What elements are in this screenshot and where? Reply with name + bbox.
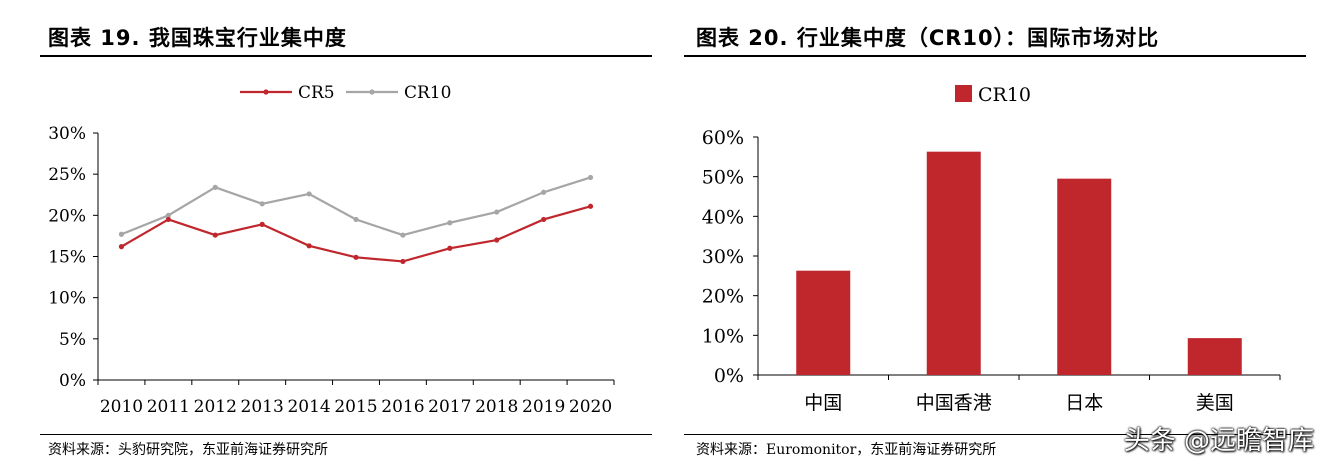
data-point-cr5 <box>400 258 406 265</box>
data-point-cr5 <box>494 237 500 243</box>
right-source-note: 资料来源：Euromonitor，东亚前海证券研究所 <box>696 442 997 458</box>
y-tick-label: 15% <box>48 248 86 268</box>
x-tick-label: 美国 <box>1196 392 1234 414</box>
data-point-cr10 <box>447 220 453 226</box>
x-tick-label: 2015 <box>334 397 377 417</box>
y-tick-label: 20% <box>48 206 86 226</box>
legend-swatch-cr10 <box>955 85 972 102</box>
bar-1 <box>796 270 851 375</box>
left-chart-title: 图表 19. 我国珠宝行业集中度 <box>48 26 347 50</box>
x-tick-label: 日本 <box>1065 392 1103 414</box>
y-tick-label: 50% <box>702 167 744 189</box>
x-tick-label: 2014 <box>287 397 330 417</box>
watermark-text: 头条 @远瞻智库 <box>1123 426 1314 456</box>
data-point-cr10 <box>541 189 547 195</box>
data-point-cr10 <box>353 216 359 223</box>
data-point-cr5 <box>447 245 453 251</box>
data-point-cr10 <box>400 232 406 238</box>
x-tick-label: 中国香港 <box>916 392 992 414</box>
y-tick-label: 25% <box>48 165 86 185</box>
data-point-cr10 <box>494 209 500 215</box>
x-tick-label: 2019 <box>522 397 565 417</box>
x-tick-label: 2013 <box>241 397 284 417</box>
legend-label-cr10: CR10 <box>978 84 1031 106</box>
bar-2 <box>926 151 981 375</box>
series-line-cr5 <box>120 205 591 263</box>
legend-marker-cr10 <box>369 89 375 95</box>
left-source-rule <box>40 434 652 435</box>
y-tick-label: 20% <box>702 286 744 308</box>
x-tick-label: 2016 <box>381 397 424 417</box>
x-tick-label: 2018 <box>475 397 518 417</box>
data-point-cr5 <box>587 203 594 209</box>
y-tick-label: 30% <box>702 246 744 268</box>
data-point-cr5 <box>259 221 265 227</box>
data-point-cr10 <box>259 201 265 207</box>
y-tick-label: 0% <box>59 371 86 391</box>
data-point-cr10 <box>587 174 594 181</box>
x-tick-label: 2017 <box>428 397 471 417</box>
y-tick-label: 5% <box>59 330 86 350</box>
y-tick-label: 10% <box>702 325 744 347</box>
legend-label-cr5: CR5 <box>298 83 335 103</box>
y-tick-label: 10% <box>48 289 86 309</box>
data-point-cr10 <box>306 191 312 197</box>
x-tick-label: 2012 <box>194 397 237 417</box>
left-title-rule <box>40 55 652 57</box>
y-tick-label: 60% <box>702 127 744 149</box>
bar-chart: 0% 10% 20% 30% 40% 50% 60% 中国 中国香港 日本 美国 CR10 <box>702 84 1281 414</box>
data-point-cr5 <box>118 244 125 250</box>
data-point-cr5 <box>212 232 218 238</box>
y-tick-label: 0% <box>714 365 744 387</box>
right-title-rule <box>684 55 1306 57</box>
line-chart: 0%5%10%15%20%25%30%2010 2011 2012 2013 2014 2… <box>48 83 615 417</box>
data-point-cr5 <box>541 216 547 223</box>
bar-4 <box>1187 338 1242 375</box>
y-tick-label: 30% <box>48 124 86 144</box>
data-point-cr10 <box>212 184 218 190</box>
legend-marker-cr5 <box>263 89 269 95</box>
right-chart-panel: 图表 20. 行业集中度（CR10）：国际市场对比 0% 10% 20% 30% 40%… <box>670 0 1320 472</box>
right-source-rule <box>684 434 1306 435</box>
data-point-cr5 <box>353 254 359 260</box>
x-tick-label: 2011 <box>147 397 190 417</box>
data-point-cr10 <box>165 212 171 218</box>
x-tick-label: 2010 <box>100 397 143 417</box>
data-point-cr5 <box>306 243 312 249</box>
left-source-note: 资料来源：头豹研究院，东亚前海证券研究所 <box>48 442 328 458</box>
bar-3 <box>1057 178 1112 375</box>
y-tick-label: 40% <box>702 206 744 228</box>
x-tick-label: 中国 <box>804 392 842 414</box>
right-chart-title: 图表 20. 行业集中度（CR10）：国际市场对比 <box>696 26 1160 50</box>
legend-label-cr10: CR10 <box>404 83 451 103</box>
x-tick-label: 2020 <box>569 397 612 417</box>
data-point-cr5 <box>165 216 171 223</box>
data-point-cr10 <box>118 231 125 237</box>
left-chart-panel: 图表 19. 我国珠宝行业集中度 0% 5% 10% 15% 20% 25% 30% 2010… <box>40 26 652 458</box>
